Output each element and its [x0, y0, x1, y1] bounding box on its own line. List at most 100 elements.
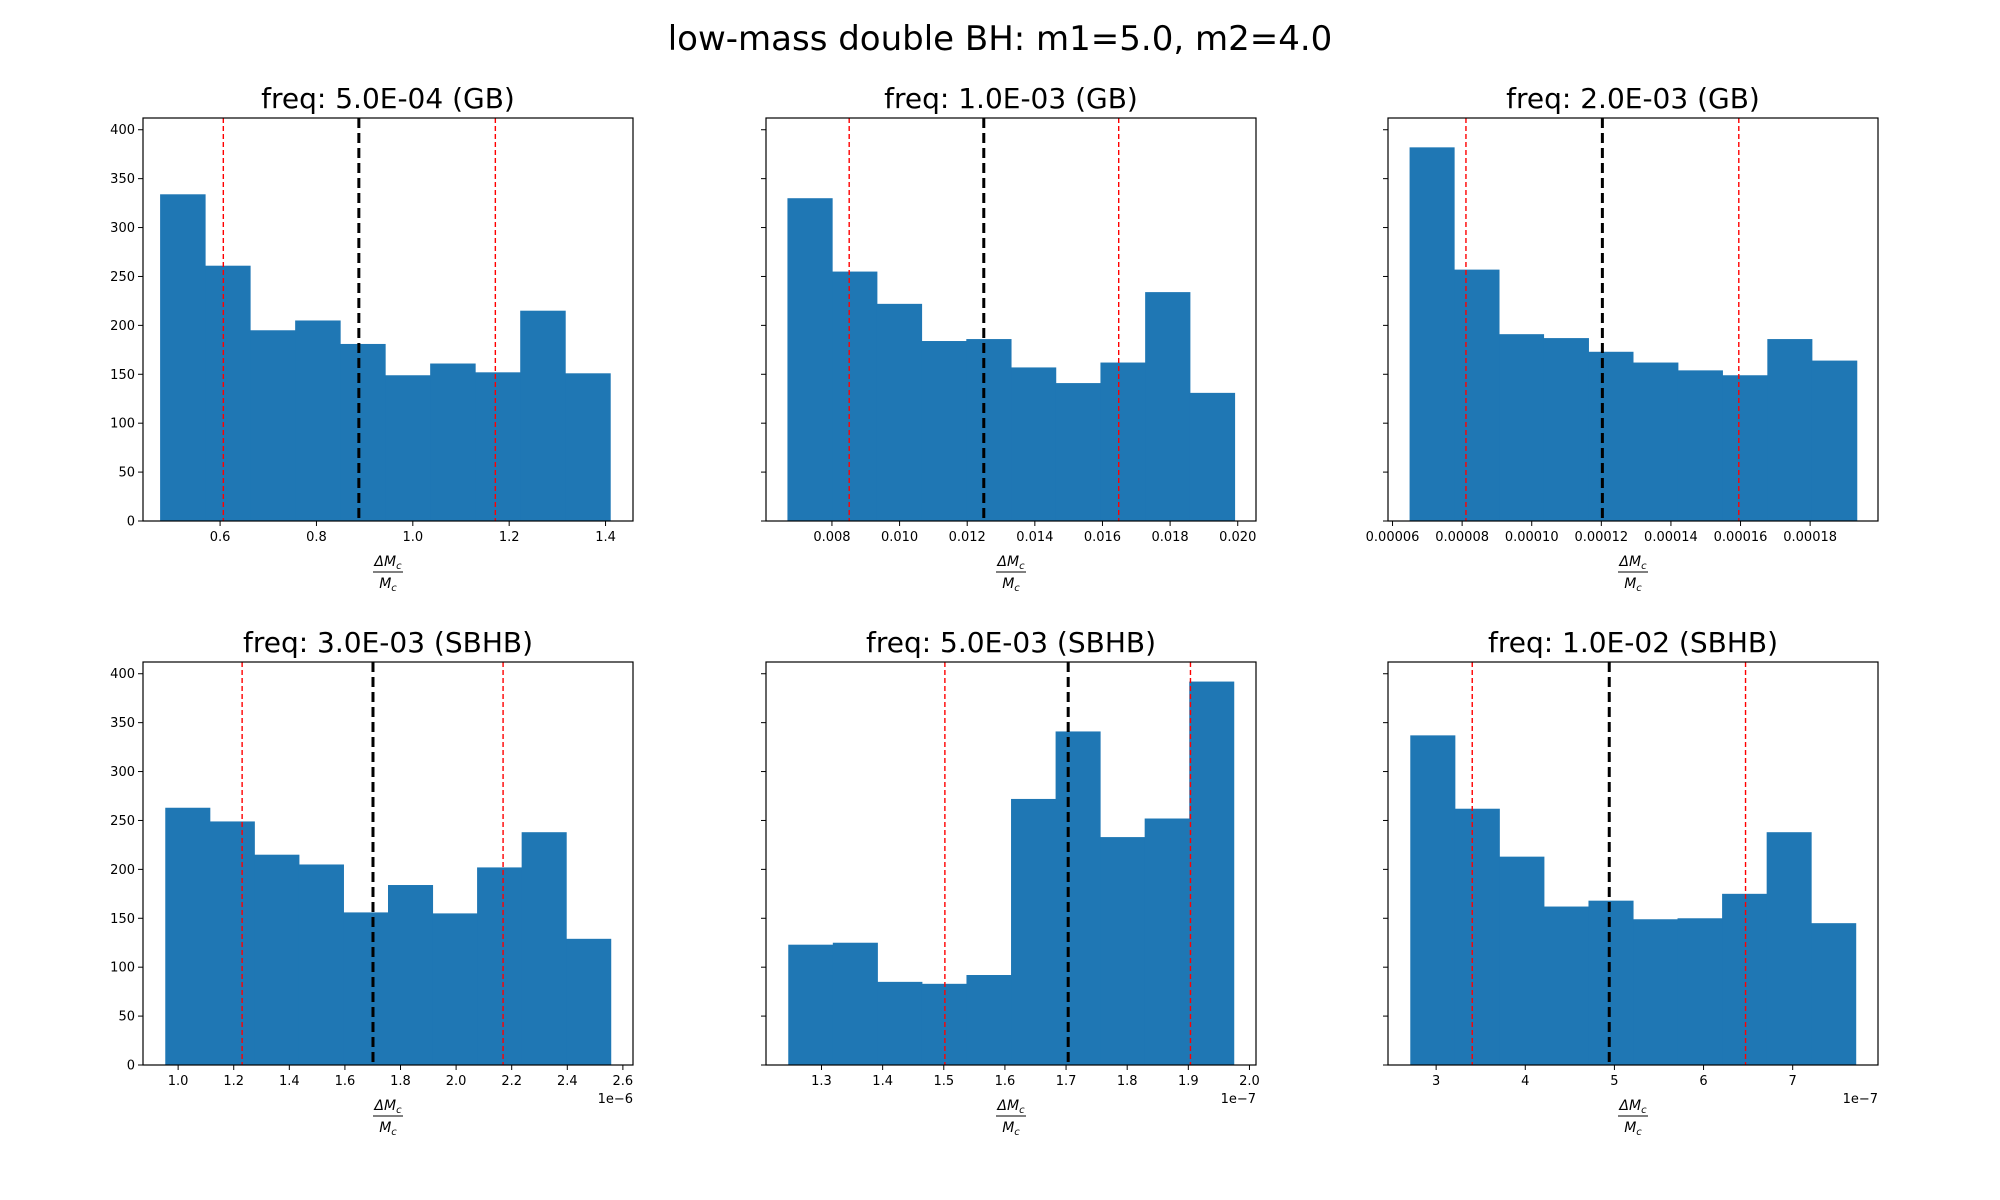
- histogram-bar: [250, 330, 296, 521]
- subplot-title: freq: 5.0E-04 (GB): [261, 82, 515, 115]
- histogram-bar: [1677, 370, 1723, 521]
- histogram-bar: [1588, 351, 1634, 521]
- axes-frame: [1387, 117, 1879, 522]
- x-offset-text: 1e−6: [598, 1092, 633, 1107]
- histogram-bar: [205, 265, 251, 521]
- histogram-bar: [1811, 923, 1857, 1065]
- histogram-bars: [165, 807, 612, 1065]
- x-axis-label: ΔMc Mc: [1618, 1098, 1648, 1138]
- histogram-bar: [1189, 681, 1235, 1065]
- histogram-bar: [1454, 269, 1500, 521]
- x-tick-label: 1.8: [390, 1074, 411, 1089]
- y-tick-label: 300: [110, 221, 135, 236]
- y-tick-label: 50: [118, 466, 135, 481]
- x-axis-label: ΔMc Mc: [996, 1098, 1026, 1138]
- x-tick-label: 0.014: [1016, 530, 1053, 545]
- histogram-bar: [1409, 147, 1455, 521]
- x-tick-label: 1.4: [872, 1074, 893, 1089]
- histogram-bar: [388, 885, 434, 1065]
- histogram-bar: [1055, 731, 1101, 1065]
- y-axis: [761, 129, 766, 522]
- y-tick-label: 400: [110, 123, 135, 138]
- x-tick-label: 1.5: [933, 1074, 954, 1089]
- x-tick-label: 4: [1521, 1074, 1529, 1089]
- y-tick-label: 250: [110, 814, 135, 829]
- histogram-bar: [1811, 360, 1858, 521]
- x-tick-label: 3: [1432, 1074, 1440, 1089]
- x-tick-label: 1.2: [223, 1074, 244, 1089]
- subplot-grid: freq: 5.0E-04 (GB) 0 50 100 150 200 250 300 350 4…: [110, 82, 1879, 1138]
- y-tick-label: 200: [110, 863, 135, 878]
- x-tick-label: 1.6: [995, 1074, 1016, 1089]
- x-tick-label: 0.00010: [1505, 530, 1559, 545]
- x-axis: 3 4 5 6 7: [1432, 1065, 1797, 1089]
- histogram-bar: [1454, 808, 1500, 1065]
- histogram-bar: [1722, 893, 1768, 1065]
- y-tick-label: 0: [127, 1059, 135, 1074]
- histogram-bar: [160, 194, 206, 521]
- y-axis: [1383, 673, 1388, 1066]
- histogram-bar: [1055, 383, 1101, 521]
- x-tick-label: 0.020: [1219, 530, 1256, 545]
- y-tick-label: 100: [110, 417, 135, 432]
- axes-frame: [1387, 661, 1879, 1066]
- x-label-numerator: ΔMc: [1618, 554, 1647, 572]
- histogram-bar: [165, 807, 211, 1065]
- histogram-bar: [1100, 837, 1146, 1065]
- histogram-bar: [520, 310, 566, 521]
- x-tick-label: 2.4: [557, 1074, 578, 1089]
- x-tick-label: 2.0: [446, 1074, 467, 1089]
- figure-suptitle: low-mass double BH: m1=5.0, m2=4.0: [668, 19, 1333, 59]
- y-tick-label: 250: [110, 270, 135, 285]
- y-tick-label: 350: [110, 716, 135, 731]
- axes-frame: [142, 661, 634, 1066]
- axes-frame: [765, 661, 1257, 1066]
- subplot-title: freq: 1.0E-02 (SBHB): [1488, 626, 1778, 659]
- x-tick-label: 0.016: [1084, 530, 1121, 545]
- x-tick-label: 0.8: [306, 530, 327, 545]
- x-tick-label: 0.012: [949, 530, 986, 545]
- histogram-bar: [521, 832, 567, 1065]
- x-offset-text: 1e−7: [1843, 1092, 1878, 1107]
- x-label-denominator: Mc: [379, 576, 397, 594]
- y-axis: 0 50 100 150 200 250 300 350 400: [110, 123, 143, 530]
- y-tick-label: 150: [110, 368, 135, 383]
- subplot-2: freq: 1.0E-03 (GB)0.008 0.010 0.012 0.014 0.…: [761, 82, 1257, 594]
- histogram-bar: [1633, 362, 1679, 521]
- x-tick-label: 1.7: [1056, 1074, 1077, 1089]
- x-tick-label: 1.4: [595, 530, 616, 545]
- histogram-bar: [787, 198, 833, 521]
- x-axis: 0.6 0.8 1.0 1.2 1.4: [210, 521, 616, 545]
- axes-frame: [765, 117, 1257, 522]
- histogram-bar: [254, 854, 300, 1065]
- x-label-numerator: ΔMc: [996, 1098, 1025, 1116]
- x-tick-label: 1.0: [168, 1074, 189, 1089]
- histogram-bar: [430, 363, 476, 521]
- y-tick-label: 350: [110, 172, 135, 187]
- histogram-bar: [1633, 919, 1679, 1065]
- x-tick-label: 0.008: [813, 530, 850, 545]
- subplot-1: freq: 5.0E-04 (GB) 0 50 100 150 200 250 300 350 4…: [110, 82, 634, 594]
- x-tick-label: 1.0: [402, 530, 423, 545]
- x-label-denominator: Mc: [1624, 1120, 1642, 1138]
- histogram-bar: [209, 821, 255, 1065]
- axes-frame: [142, 117, 634, 522]
- x-tick-label: 0.00006: [1366, 530, 1420, 545]
- x-tick-label: 5: [1610, 1074, 1618, 1089]
- histogram-bar: [1145, 292, 1191, 521]
- x-offset-text: 1e−7: [1221, 1092, 1256, 1107]
- histogram-bar: [298, 864, 344, 1065]
- x-tick-label: 1.2: [499, 530, 520, 545]
- y-tick-label: 100: [110, 961, 135, 976]
- histogram-bar: [475, 372, 521, 521]
- x-tick-label: 0.010: [881, 530, 918, 545]
- x-tick-label: 0.018: [1151, 530, 1188, 545]
- x-tick-label: 1.9: [1178, 1074, 1199, 1089]
- subplot-title: freq: 3.0E-03 (SBHB): [243, 626, 533, 659]
- histogram-bar: [432, 913, 478, 1065]
- x-axis-label: ΔMc Mc: [996, 554, 1026, 594]
- subplot-3: freq: 2.0E-03 (GB)0.00006 0.00008 0.00010 0…: [1366, 82, 1879, 594]
- x-tick-label: 7: [1789, 1074, 1797, 1089]
- x-label-numerator: ΔMc: [1618, 1098, 1647, 1116]
